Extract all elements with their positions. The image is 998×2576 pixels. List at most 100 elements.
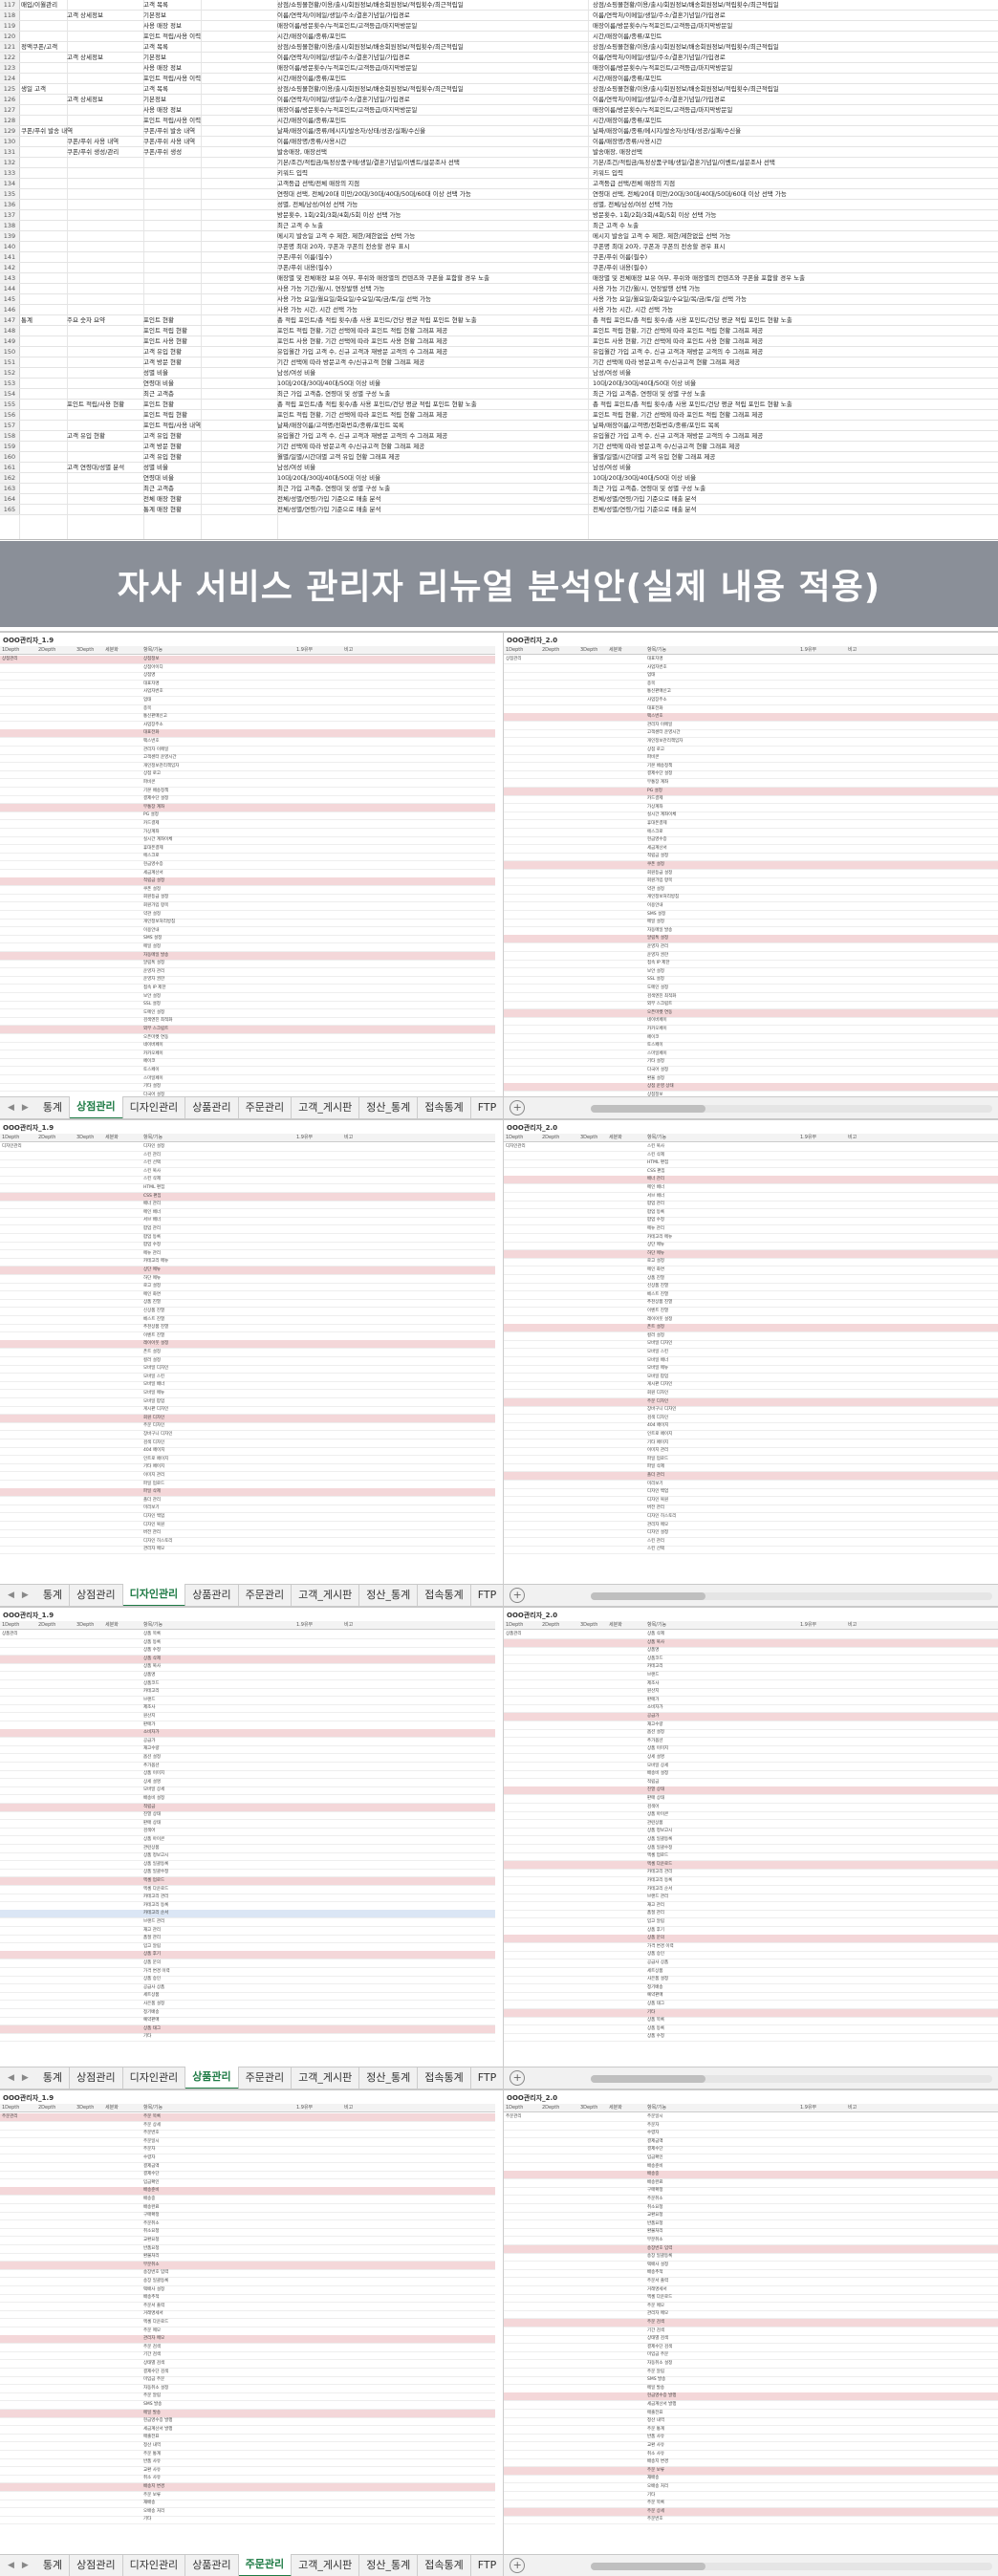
sheet-tab[interactable]: 접속통계 bbox=[418, 1097, 471, 1118]
prev-tab-icon[interactable]: ◀ bbox=[8, 2561, 14, 2570]
item-cell: 상품 정보고시 bbox=[647, 1829, 673, 1834]
sheet-tab[interactable]: 디자인관리 bbox=[123, 2555, 186, 2576]
sheet-tab[interactable]: 상점관리 bbox=[70, 2067, 123, 2089]
item-cell: 상품 목록 bbox=[647, 2018, 664, 2024]
sheet-tab[interactable]: 주문관리 bbox=[238, 2554, 293, 2576]
table-row: 송장번호 입력 bbox=[504, 2244, 998, 2254]
header-cell: 1Depth bbox=[506, 1622, 524, 1628]
tab-nav-arrows[interactable]: ◀ ▶ bbox=[0, 1103, 36, 1113]
sheet-tab[interactable]: 상점관리 bbox=[70, 1585, 123, 1606]
table-row: 통신판매신고 bbox=[0, 713, 495, 723]
sheet-tab[interactable]: 정산_통계 bbox=[359, 2067, 419, 2089]
item-cell: 주문취소 bbox=[143, 2220, 160, 2226]
table-row: 레이아웃 설정 bbox=[0, 1340, 495, 1350]
sheet-tab[interactable]: FTP bbox=[471, 2067, 505, 2089]
prev-tab-icon[interactable]: ◀ bbox=[8, 1103, 14, 1113]
sheet-tab[interactable]: 주문관리 bbox=[239, 2067, 293, 2089]
sheet-cell: 최근 가입 고객층, 연령대 및 성별 구성 노출 bbox=[277, 390, 391, 398]
table-row: 진열 상태 bbox=[504, 1786, 998, 1796]
prev-tab-icon[interactable]: ◀ bbox=[8, 2073, 14, 2083]
sheet-cell: 유입월간 가입 고객 수, 신규 고객과 재방문 고객의 수 그래프 제공 bbox=[277, 348, 448, 356]
scroll-thumb[interactable] bbox=[591, 1592, 705, 1600]
sheet-row: 148 포인트 적립 현황 포인트 적립 현황, 기간 선택에 따라 포인트 적립 … bbox=[0, 326, 998, 336]
sheet-row: 122 고객 상세정보 기본정보 이름/연락처/이메일/생일/주소/결혼기념일/가입경… bbox=[0, 53, 998, 63]
item-cell: 회원등급 설정 bbox=[647, 870, 673, 876]
table-row: 접속 IP 제한 bbox=[504, 960, 998, 969]
sheet-tab[interactable]: 접속통계 bbox=[418, 1585, 471, 1606]
scroll-thumb[interactable] bbox=[591, 2563, 705, 2570]
sheet-tab[interactable]: 상품관리 bbox=[185, 2555, 239, 2576]
sheet-tab[interactable]: 통계 bbox=[36, 1097, 71, 1118]
sheet-tab[interactable]: 디자인관리 bbox=[123, 1097, 186, 1118]
sheet-cell: 포인트 적립 현황 bbox=[143, 327, 187, 335]
horizontal-scrollbar[interactable] bbox=[591, 2075, 992, 2083]
sheet-tab[interactable]: 상품관리 bbox=[185, 1585, 239, 1606]
sheet-tab[interactable]: FTP bbox=[471, 2555, 505, 2576]
sheet-tab[interactable]: 디자인관리 bbox=[123, 2067, 186, 2089]
next-tab-icon[interactable]: ▶ bbox=[21, 2073, 29, 2083]
sheet-tab[interactable]: 통계 bbox=[36, 1585, 71, 1606]
item-cell: 디자인 히스토리 bbox=[143, 1538, 173, 1544]
item-cell: SSL 설정 bbox=[647, 977, 664, 983]
scroll-thumb[interactable] bbox=[591, 1105, 705, 1113]
table-row: 상품 승인 bbox=[504, 1951, 998, 1960]
sheet-tab[interactable]: 접속통계 bbox=[418, 2067, 471, 2089]
add-sheet-icon[interactable]: + bbox=[510, 2558, 526, 2573]
table-row: 기타 bbox=[0, 2516, 495, 2525]
tab-nav-arrows[interactable]: ◀ ▶ bbox=[0, 2561, 36, 2570]
sheet-cell: 사용 가능 기간/월/시, 연장발행 선택 가능 bbox=[277, 285, 385, 292]
item-cell: 운영자 관리 bbox=[647, 944, 669, 949]
next-tab-icon[interactable]: ▶ bbox=[21, 2561, 29, 2570]
sheet-tab[interactable]: 디자인관리 bbox=[122, 1584, 186, 1606]
table-row: 주문 목록 bbox=[504, 2500, 998, 2509]
row-number: 124 bbox=[0, 74, 20, 83]
next-tab-icon[interactable]: ▶ bbox=[21, 1591, 29, 1600]
sheet-tab[interactable]: 상품관리 bbox=[185, 1097, 239, 1118]
sheet-tab[interactable]: FTP bbox=[471, 1585, 505, 1606]
sheet-tab[interactable]: 정산_통계 bbox=[359, 1585, 419, 1606]
sheet-cell: 포인트 적립/사용 현황 bbox=[67, 400, 125, 408]
sheet-tab[interactable]: 주문관리 bbox=[239, 1585, 293, 1606]
table-row: 인트로 페이지 bbox=[504, 1431, 998, 1440]
item-cell: 기타 bbox=[143, 2034, 152, 2040]
add-sheet-icon[interactable]: + bbox=[510, 2070, 526, 2086]
sheet-tab[interactable]: 상점관리 bbox=[70, 1096, 123, 1118]
header-cell: 비고 bbox=[848, 1622, 857, 1628]
table-row: 컬러 설정 bbox=[504, 1332, 998, 1341]
item-cell: 하단 메뉴 bbox=[143, 1275, 161, 1281]
table-row: 주문자 bbox=[504, 2122, 998, 2131]
table-row: 관련상품 bbox=[504, 1820, 998, 1829]
prev-tab-icon[interactable]: ◀ bbox=[8, 1591, 14, 1600]
item-cell: 스킨 선택 bbox=[647, 1547, 664, 1552]
next-tab-icon[interactable]: ▶ bbox=[21, 1103, 29, 1113]
sheet-tab[interactable]: 고객_게시판 bbox=[292, 1585, 360, 1606]
item-cell: 구매확정 bbox=[647, 2188, 663, 2194]
sheet-tab[interactable]: 접속통계 bbox=[418, 2555, 471, 2576]
sheet-cell: 사용 매장 정보 bbox=[143, 64, 183, 72]
horizontal-scrollbar[interactable] bbox=[591, 1105, 992, 1113]
add-sheet-icon[interactable]: + bbox=[510, 1588, 526, 1603]
sheet-tab[interactable]: 상점관리 bbox=[70, 2555, 123, 2576]
sheet-tab[interactable]: 주문관리 bbox=[239, 1097, 293, 1118]
item-cell: 카테고리 등록 bbox=[143, 1902, 169, 1908]
table-row: 오배송 처리 bbox=[504, 2483, 998, 2492]
sheet-tab[interactable]: 통계 bbox=[36, 2555, 71, 2576]
tab-nav-arrows[interactable]: ◀ ▶ bbox=[0, 1591, 36, 1600]
horizontal-scrollbar[interactable] bbox=[591, 1592, 992, 1600]
sheet-tab[interactable]: 고객_게시판 bbox=[292, 2067, 360, 2089]
sheet-tab[interactable]: 고객_게시판 bbox=[292, 1097, 360, 1118]
item-cell: CSS 편집 bbox=[143, 1193, 162, 1199]
tab-nav-arrows[interactable]: ◀ ▶ bbox=[0, 2073, 36, 2083]
sheet-tab[interactable]: 정산_통계 bbox=[359, 2555, 419, 2576]
item-cell: 게시판 디자인 bbox=[647, 1382, 673, 1388]
sheet-tab[interactable]: FTP bbox=[471, 1097, 505, 1118]
sheet-tab[interactable]: 고객_게시판 bbox=[292, 2555, 360, 2576]
scroll-thumb[interactable] bbox=[591, 2075, 705, 2083]
horizontal-scrollbar[interactable] bbox=[591, 2563, 992, 2570]
sheet-tab[interactable]: 상품관리 bbox=[185, 2067, 239, 2089]
sheet-tab[interactable]: 정산_통계 bbox=[359, 1097, 419, 1118]
add-sheet-icon[interactable]: + bbox=[510, 1100, 526, 1115]
table-row: 스킨 관리 bbox=[0, 1152, 495, 1160]
sheet-row: 162 연령대 비율 10대/20대/30대/40대/50대 이상 비율 10대/20… bbox=[0, 473, 998, 484]
sheet-tab[interactable]: 통계 bbox=[36, 2067, 71, 2089]
